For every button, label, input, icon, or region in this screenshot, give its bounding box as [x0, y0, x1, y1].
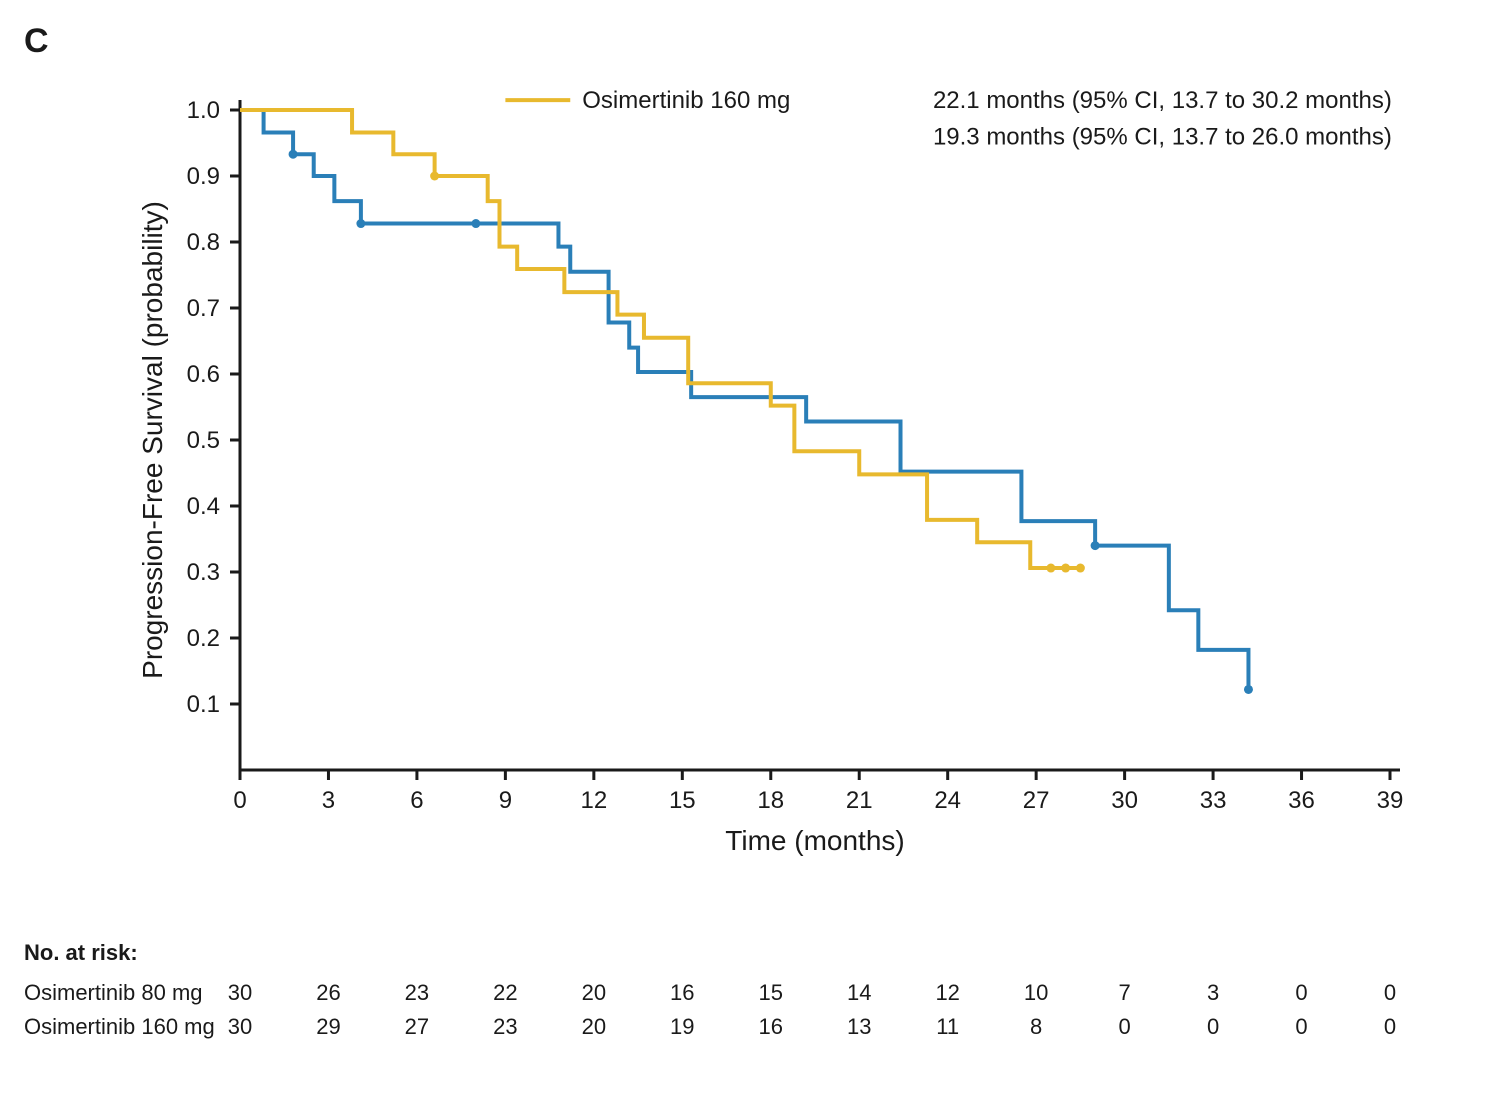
risk-cell: 20 — [574, 1010, 614, 1044]
svg-text:18: 18 — [757, 787, 784, 814]
risk-table-title: No. at risk: — [0, 940, 1490, 966]
svg-text:21: 21 — [846, 787, 873, 814]
svg-text:Time (months): Time (months) — [725, 825, 904, 856]
risk-row: Osimertinib 80 mg30262322201615141210730… — [0, 976, 1490, 1010]
svg-text:36: 36 — [1288, 787, 1315, 814]
risk-cell: 0 — [1370, 976, 1410, 1010]
risk-cell: 27 — [397, 1010, 437, 1044]
risk-cell: 0 — [1370, 1010, 1410, 1044]
risk-row-label: Osimertinib 80 mg — [0, 980, 254, 1006]
figure-panel: C 0.10.20.30.40.50.60.70.80.91.003691215… — [0, 0, 1490, 1100]
risk-cell: 29 — [308, 1010, 348, 1044]
risk-cell: 22 — [485, 976, 525, 1010]
svg-text:0: 0 — [233, 787, 246, 814]
km-chart: 0.10.20.30.40.50.60.70.80.91.00369121518… — [130, 90, 1430, 870]
svg-text:24: 24 — [934, 787, 961, 814]
svg-text:22.1 months (95% CI, 13.7 to 3: 22.1 months (95% CI, 13.7 to 30.2 months… — [933, 90, 1392, 114]
risk-cell: 30 — [220, 1010, 260, 1044]
svg-text:6: 6 — [410, 787, 423, 814]
risk-row-label: Osimertinib 160 mg — [0, 1014, 254, 1040]
svg-text:0.4: 0.4 — [187, 493, 220, 520]
risk-cell: 13 — [839, 1010, 879, 1044]
svg-text:3: 3 — [322, 787, 335, 814]
svg-text:0.1: 0.1 — [187, 691, 220, 718]
panel-letter: C — [24, 22, 49, 61]
svg-text:Progression-Free Survival (pro: Progression-Free Survival (probability) — [137, 201, 168, 679]
svg-text:15: 15 — [669, 787, 696, 814]
svg-text:0.6: 0.6 — [187, 361, 220, 388]
svg-text:19.3 months (95% CI, 13.7 to 2: 19.3 months (95% CI, 13.7 to 26.0 months… — [933, 123, 1392, 150]
risk-table: No. at risk: Osimertinib 80 mg3026232220… — [0, 940, 1490, 1044]
km-svg: 0.10.20.30.40.50.60.70.80.91.00369121518… — [130, 90, 1430, 870]
risk-cell: 0 — [1193, 1010, 1233, 1044]
svg-text:0.8: 0.8 — [187, 229, 220, 256]
svg-text:1.0: 1.0 — [187, 97, 220, 124]
svg-text:Osimertinib 160 mg: Osimertinib 160 mg — [582, 90, 790, 114]
risk-cell: 26 — [308, 976, 348, 1010]
svg-text:27: 27 — [1023, 787, 1050, 814]
risk-cell: 12 — [928, 976, 968, 1010]
risk-cell: 23 — [485, 1010, 525, 1044]
risk-cell: 11 — [928, 1010, 968, 1044]
risk-cell: 20 — [574, 976, 614, 1010]
risk-cell: 0 — [1282, 1010, 1322, 1044]
risk-cell: 3 — [1193, 976, 1233, 1010]
risk-cell: 7 — [1105, 976, 1145, 1010]
risk-cell: 23 — [397, 976, 437, 1010]
svg-text:12: 12 — [580, 787, 607, 814]
risk-cell: 15 — [751, 976, 791, 1010]
svg-text:0.7: 0.7 — [187, 295, 220, 322]
risk-cell: 10 — [1016, 976, 1056, 1010]
svg-text:0.3: 0.3 — [187, 559, 220, 586]
svg-text:0.5: 0.5 — [187, 427, 220, 454]
svg-text:39: 39 — [1377, 787, 1404, 814]
risk-cell: 19 — [662, 1010, 702, 1044]
risk-cell: 16 — [751, 1010, 791, 1044]
risk-cell: 16 — [662, 976, 702, 1010]
risk-row: Osimertinib 160 mg30 29 27 23 20 19 16 13 11 8 0 0 0… — [0, 1010, 1490, 1044]
risk-cell: 8 — [1016, 1010, 1056, 1044]
risk-cell: 30 — [220, 976, 260, 1010]
risk-cell: 0 — [1105, 1010, 1145, 1044]
svg-text:9: 9 — [499, 787, 512, 814]
risk-cell: 14 — [839, 976, 879, 1010]
svg-text:0.9: 0.9 — [187, 163, 220, 190]
svg-text:0.2: 0.2 — [187, 625, 220, 652]
svg-text:33: 33 — [1200, 787, 1227, 814]
svg-text:30: 30 — [1111, 787, 1138, 814]
risk-cell: 0 — [1282, 976, 1322, 1010]
